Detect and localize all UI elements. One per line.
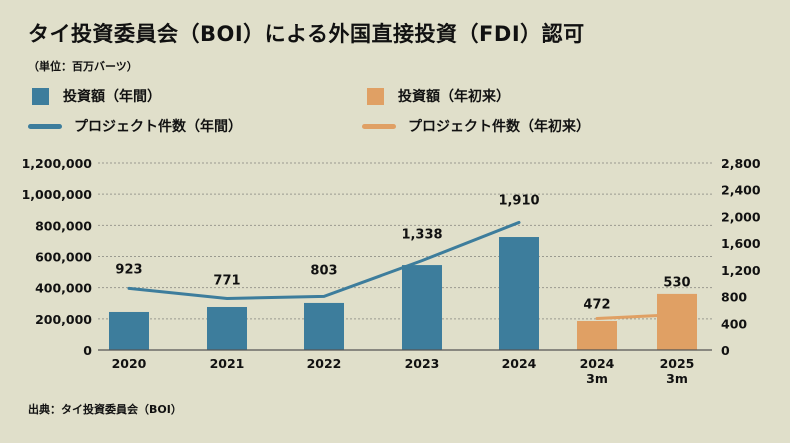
bar-investment-annual xyxy=(499,237,539,350)
data-label: 472 xyxy=(583,297,610,312)
x-tick-label: 2020 xyxy=(112,356,147,371)
x-tick-label: 2021 xyxy=(210,356,245,371)
right-tick-label: 400 xyxy=(721,316,747,331)
legend-investment-ytd: 投資額（年初来） xyxy=(367,86,510,106)
left-tick-label: 1,000,000 xyxy=(22,187,93,202)
x-tick-label: 2022 xyxy=(307,356,342,371)
bar-investment-ytd xyxy=(657,293,697,350)
legend-line xyxy=(28,123,62,129)
legend-label: 投資額（年初来） xyxy=(398,89,510,105)
x-tick-label: 2025 xyxy=(660,356,695,371)
right-tick-label: 2,000 xyxy=(721,209,761,224)
x-tick-label: 3m xyxy=(666,371,688,386)
legend-projects-ytd: プロジェクト件数（年初来） xyxy=(362,116,590,136)
legend-swatch xyxy=(367,87,384,105)
legend-swatch xyxy=(32,87,49,105)
legend-investment-annual: 投資額（年間） xyxy=(32,86,161,106)
line-projects-ytd xyxy=(595,313,679,320)
bar-investment-annual xyxy=(304,302,344,350)
left-tick-label: 800,000 xyxy=(35,218,92,233)
x-tick-label: 2023 xyxy=(405,356,440,371)
legend-label: 投資額（年間） xyxy=(63,89,161,105)
bar-investment-annual xyxy=(109,311,149,350)
data-label: 1,910 xyxy=(498,193,539,208)
bar-investment-ytd xyxy=(577,321,617,350)
chart-title: タイ投資委員会（BOI）による外国直接投資（FDI）認可 xyxy=(28,22,585,46)
right-tick-label: 2,800 xyxy=(721,156,761,171)
line-projects-annual xyxy=(127,220,521,301)
left-tick-label: 1,200,000 xyxy=(22,156,93,171)
left-tick-label: 400,000 xyxy=(35,281,92,296)
bar-investment-annual xyxy=(402,265,442,350)
legend-label: プロジェクト件数（年初来） xyxy=(408,119,590,135)
data-label: 771 xyxy=(213,274,240,289)
data-label: 530 xyxy=(663,276,690,291)
x-tick-label: 2024 xyxy=(502,356,537,371)
x-tick-label: 3m xyxy=(586,371,608,386)
x-tick-label: 2024 xyxy=(580,356,615,371)
data-label: 1,338 xyxy=(401,228,442,243)
bar-investment-annual xyxy=(207,306,247,350)
legend-line xyxy=(362,123,396,129)
left-tick-label: 200,000 xyxy=(35,312,92,327)
unit-label: （単位：百万バーツ） xyxy=(28,60,138,73)
legend-label: プロジェクト件数（年間） xyxy=(74,119,242,135)
right-tick-label: 1,600 xyxy=(721,236,761,251)
right-tick-label: 1,200 xyxy=(721,263,761,278)
data-label: 803 xyxy=(310,263,337,278)
right-tick-label: 800 xyxy=(721,290,747,305)
left-tick-label: 0 xyxy=(83,343,92,358)
right-tick-label: 0 xyxy=(721,343,730,358)
right-tick-label: 2,400 xyxy=(721,183,761,198)
left-tick-label: 600,000 xyxy=(35,250,92,265)
legend-projects-annual: プロジェクト件数（年間） xyxy=(28,116,242,136)
source-note: 出典：タイ投資委員会（BOI） xyxy=(28,403,182,416)
data-label: 923 xyxy=(115,262,142,277)
